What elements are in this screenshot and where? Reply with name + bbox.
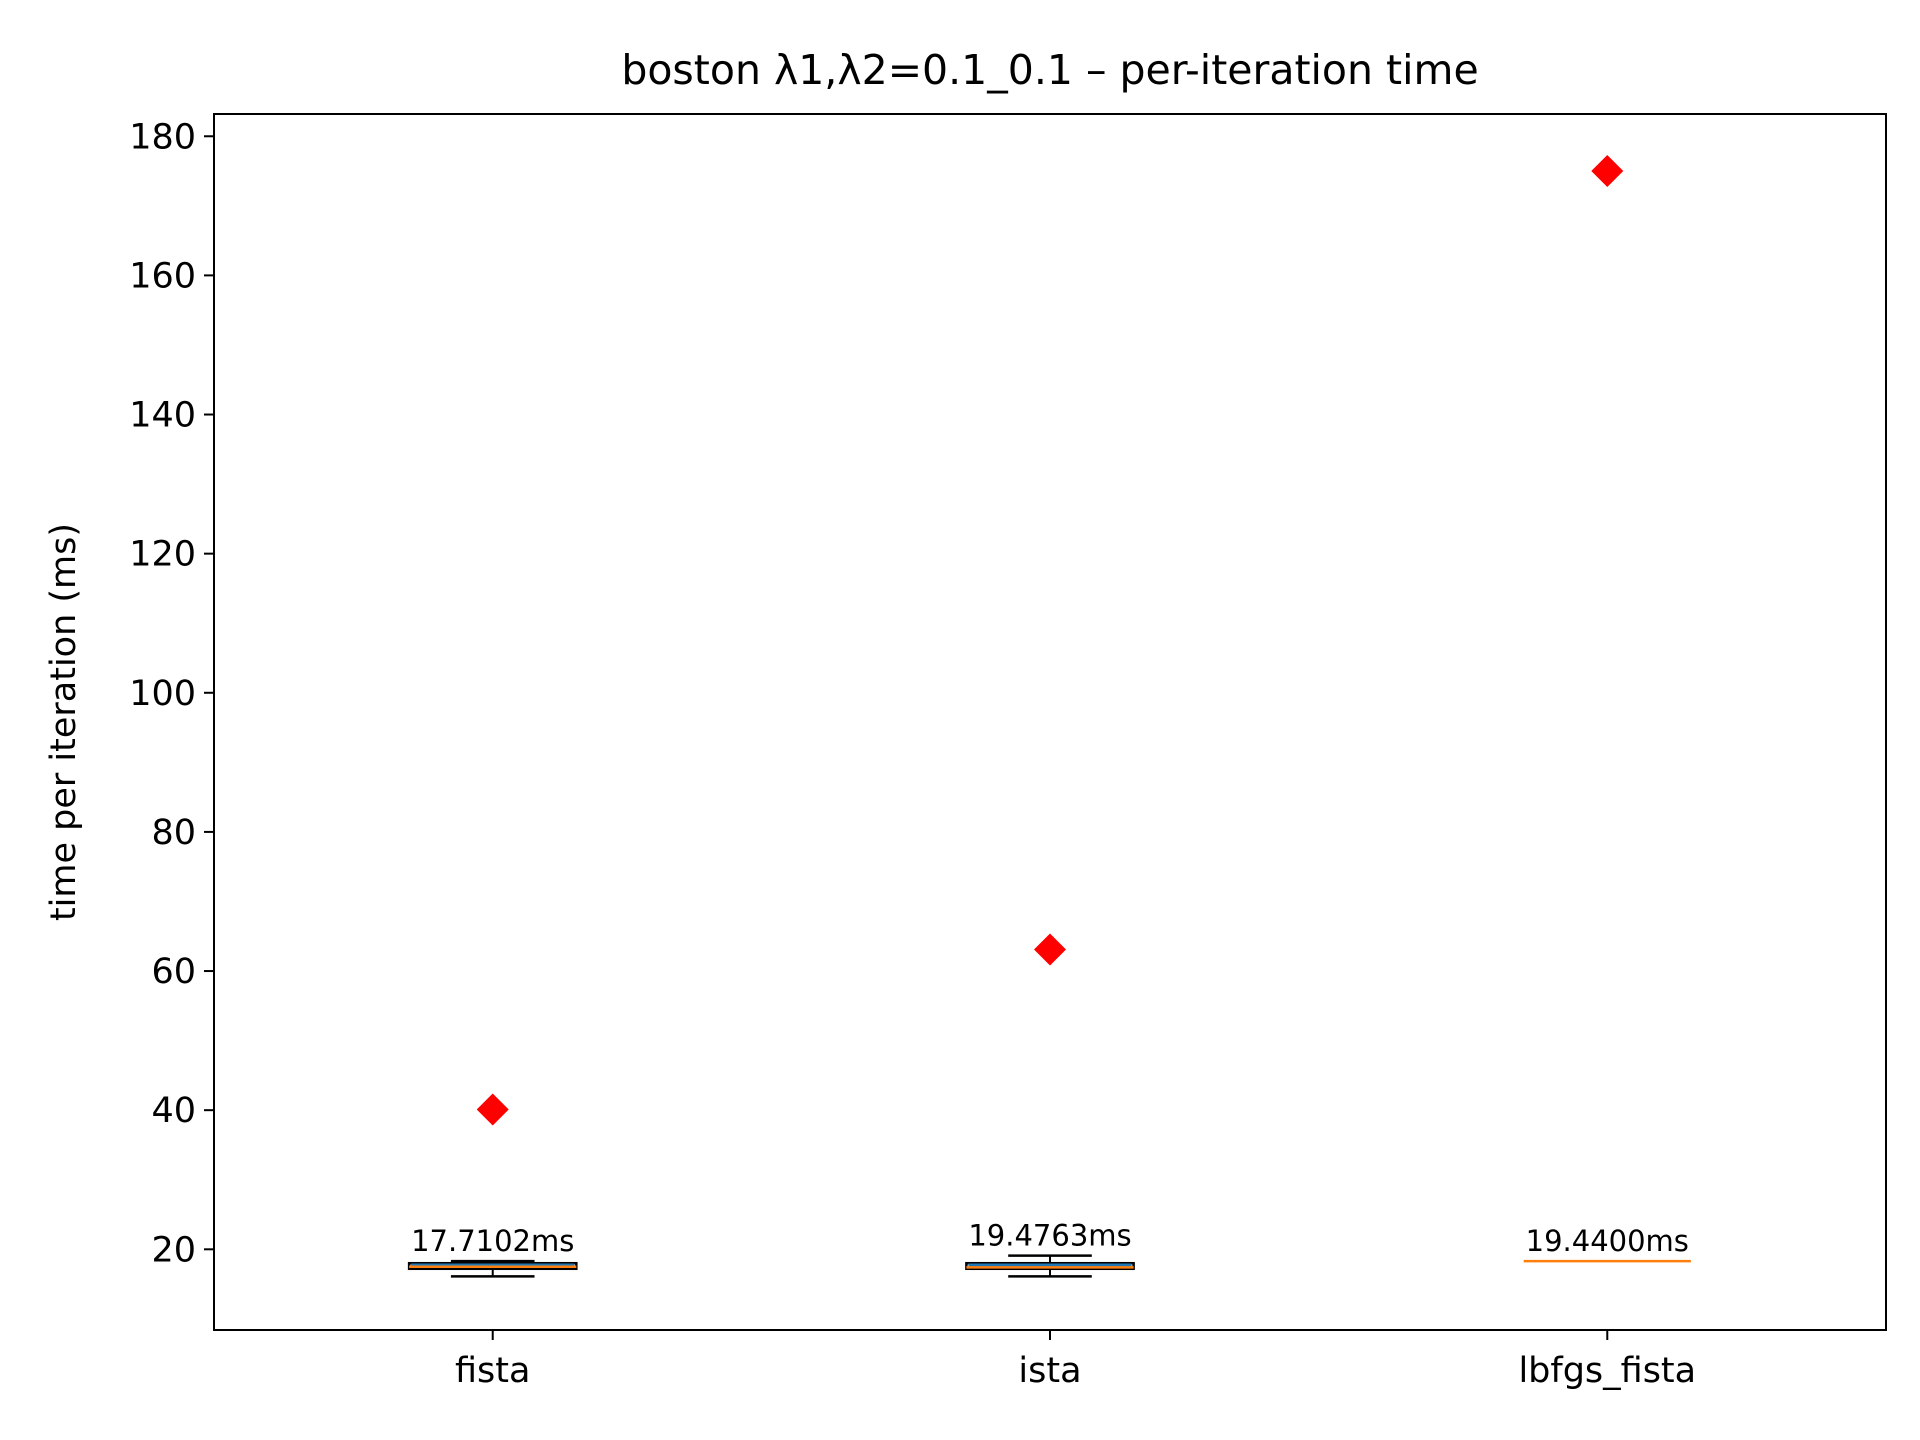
y-axis-ticks: 20 40 60 80 100 120 140 160 180 (129, 117, 214, 1270)
y-tick-label: 40 (151, 1091, 196, 1131)
value-label-fista: 17.7102ms (411, 1224, 574, 1258)
box-fista (407, 1259, 578, 1278)
y-tick-label: 160 (129, 256, 196, 296)
x-tick-label: ista (1018, 1351, 1081, 1391)
outlier-markers (476, 155, 1624, 1126)
y-axis-label: time per iteration (ms) (44, 523, 84, 921)
y-tick-label: 60 (151, 952, 196, 992)
y-tick-label: 20 (151, 1230, 196, 1270)
outlier-marker-fista (476, 1093, 509, 1126)
chart-title: boston λ1,λ2=0.1_0.1 – per-iteration tim… (621, 46, 1478, 94)
x-axis-ticks: fista ista lbfgs_fista (455, 1330, 1696, 1391)
value-label-ista: 19.4763ms (968, 1219, 1131, 1253)
plot-frame (213, 113, 1887, 1331)
value-labels: 17.7102ms 19.4763ms 19.4400ms (411, 1219, 1689, 1259)
box-body (965, 1261, 1135, 1271)
x-tick-label: lbfgs_fista (1518, 1351, 1696, 1391)
outlier-marker-ista (1034, 933, 1066, 966)
y-tick-label: 80 (151, 813, 196, 853)
y-tick-label: 180 (129, 117, 196, 157)
value-label-lbfgs_fista: 19.4400ms (1526, 1224, 1689, 1258)
outlier-marker-lbfgs_fista (1591, 155, 1624, 188)
y-tick-label: 100 (129, 674, 196, 714)
box-plot-series (407, 1254, 1691, 1278)
x-tick-label: fista (455, 1351, 530, 1391)
box-ista (965, 1254, 1135, 1278)
y-tick-label: 140 (129, 396, 196, 436)
y-tick-label: 120 (129, 535, 196, 575)
